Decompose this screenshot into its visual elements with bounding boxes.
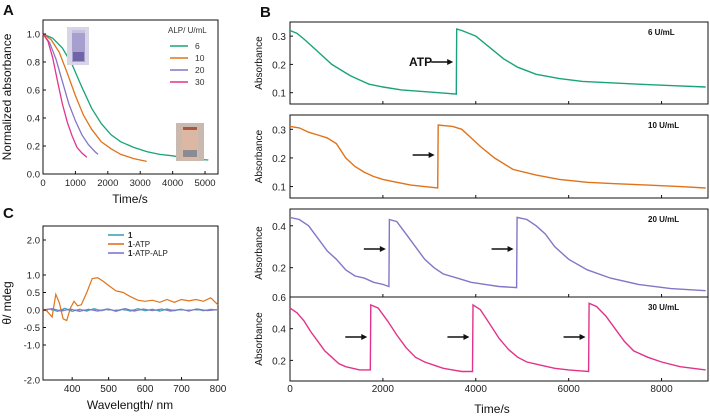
panel-b-ytick-label: 0.4 xyxy=(272,325,286,336)
panel-a-ytick-label: 0.0 xyxy=(27,170,40,181)
panel-a-ylabel: Normalized absorbance xyxy=(0,33,14,160)
panel-b-subplot-label: 6 U/mL xyxy=(648,28,675,37)
panel-b-arrow-head xyxy=(463,334,470,340)
panel-b-xtick-label: 6000 xyxy=(558,384,581,395)
panel-c-ylabel: θ/ mdeg xyxy=(0,281,14,324)
panel-b-ytick-label: 0.2 xyxy=(272,264,286,275)
panel-b-ytick-label: 0.3 xyxy=(272,125,286,136)
panel-a-xtick-label: 2000 xyxy=(97,178,118,189)
panel-c-series-1-ATP-ALP xyxy=(42,307,219,313)
panel-b-arrow-head xyxy=(447,59,454,65)
panel-a-series-30 xyxy=(42,33,88,158)
panel-a-xtick-label: 4000 xyxy=(162,178,183,189)
panel-b: 6 U/mL Absorbance 10 U/mL Absorbance 20 U/mL… xyxy=(254,21,709,416)
panel-c-ytick-label: 2.0 xyxy=(27,236,40,247)
panel-b-subplot-frame xyxy=(289,208,709,298)
panel-b-ylabel: Absorbance xyxy=(254,36,265,90)
panel-b-series-2 xyxy=(289,124,706,189)
panel-label-a: A xyxy=(3,2,14,19)
panel-a-series-6 xyxy=(42,33,209,161)
panel-b-subplot-frame xyxy=(289,296,709,382)
panel-a-legend-label-10: 10 xyxy=(195,53,205,63)
panel-b-subplot-frame xyxy=(289,21,709,105)
panel-b-ylabel: Absorbance xyxy=(254,312,265,366)
panel-c-ytick-label: 0.5 xyxy=(27,288,40,299)
panel-c-xlabel: Wavelength/ nm xyxy=(87,398,173,412)
panel-a: 0 1000 2000 3000 4000 50000.00.20.40.60.81.0 … xyxy=(0,19,219,206)
panel-b-xtick-label: 0 xyxy=(287,384,293,395)
panel-c-xtick-label: 400 xyxy=(64,384,81,395)
panel-b-arrow-head xyxy=(507,246,514,252)
panel-b-ytick-label: 0.3 xyxy=(272,32,286,43)
panel-a-ytick-label: 0.4 xyxy=(27,114,40,125)
panel-a-legend-label-6: 6 xyxy=(195,41,200,51)
panel-b-ytick-label: 0.6 xyxy=(272,293,286,304)
panel-a-frame xyxy=(42,19,219,175)
panel-c-ytick-label: 1.0 xyxy=(27,271,40,282)
panel-c-xtick-label: 700 xyxy=(173,384,190,395)
panel-b-xtick-label: 4000 xyxy=(465,384,488,395)
panel-b-arrow-head xyxy=(361,334,368,340)
panel-b-ytick-label: 0.2 xyxy=(272,154,286,165)
panel-b-ytick-label: 0.1 xyxy=(272,89,286,100)
panel-a-legend-label-20: 20 xyxy=(195,65,205,75)
cuvette-purple-image xyxy=(67,27,89,65)
panel-c-frame xyxy=(42,225,219,381)
panel-b-series-3 xyxy=(289,216,706,292)
panel-c-series-1-ATP xyxy=(42,277,219,322)
panel-a-ytick-label: 1.0 xyxy=(27,30,40,41)
panel-b-ytick-label: 0.4 xyxy=(272,222,286,233)
panel-c-xtick-label: 800 xyxy=(210,384,227,395)
panel-a-xtick-label: 1000 xyxy=(65,178,86,189)
panel-b-subplot-label: 10 U/mL xyxy=(648,121,679,130)
panel-b-arrow-head xyxy=(579,334,586,340)
panel-b-xtick-label: 8000 xyxy=(650,384,673,395)
panel-b-xlabel: Time/s xyxy=(474,402,510,416)
panel-b-ylabel: Absorbance xyxy=(254,226,265,280)
panel-b-subplot-label: 20 U/mL xyxy=(648,215,679,224)
panel-a-ytick-label: 0.8 xyxy=(27,58,40,69)
panel-b-ytick-label: 0.2 xyxy=(272,60,286,71)
panel-a-ytick-label: 0.6 xyxy=(27,86,40,97)
panel-a-legend-label-30: 30 xyxy=(195,77,205,87)
panel-c-xtick-label: 600 xyxy=(137,384,154,395)
panel-b-arrow-head xyxy=(428,152,435,158)
panel-c-ytick-label: 0.0 xyxy=(27,306,40,317)
panel-a-xlabel: Time/s xyxy=(112,192,148,206)
panel-c-legend-label: 1 xyxy=(128,231,133,240)
panel-a-xtick-label: 0 xyxy=(40,178,45,189)
panel-b-xtick-label: 2000 xyxy=(372,384,395,395)
panel-a-series-20 xyxy=(42,33,99,155)
panel-c-xtick-label: 500 xyxy=(100,384,117,395)
panel-c-legend-label: 1-ATP xyxy=(128,240,150,249)
panel-label-b: B xyxy=(260,4,271,21)
panel-b-series-1 xyxy=(289,28,706,95)
panel-b-subplot-frame xyxy=(289,114,709,199)
panel-b-subplot-label: 30 U/mL xyxy=(648,303,679,312)
panel-b-series-4 xyxy=(289,302,706,373)
panel-c-ytick-label: -1.0 xyxy=(24,341,40,352)
panel-b-ytick-label: 0.1 xyxy=(272,183,286,194)
panel-c-ytick-label: -0.5 xyxy=(24,323,40,334)
panel-a-ytick-label: 0.2 xyxy=(27,142,40,153)
panel-b-ytick-label: 0.2 xyxy=(272,356,286,367)
panel-a-series-10 xyxy=(42,33,147,163)
panel-b-ylabel: Absorbance xyxy=(254,129,265,183)
panel-a-xtick-label: 3000 xyxy=(130,178,151,189)
panel-b-arrow-head xyxy=(379,246,386,252)
panel-b-atp-annotation: ATP xyxy=(409,55,432,69)
cuvette-brown-image xyxy=(176,123,204,161)
panel-c: 400 500 600 700 800-2.0-1.0-0.50.00.51.02.0 … xyxy=(0,225,227,412)
panel-label-c: C xyxy=(3,205,14,222)
panel-c-ytick-label: -2.0 xyxy=(24,376,40,387)
panel-a-xtick-label: 5000 xyxy=(194,178,215,189)
panel-c-legend-label: 1-ATP-ALP xyxy=(128,249,168,258)
panel-a-legend-title: ALP/ U/mL xyxy=(168,26,207,35)
